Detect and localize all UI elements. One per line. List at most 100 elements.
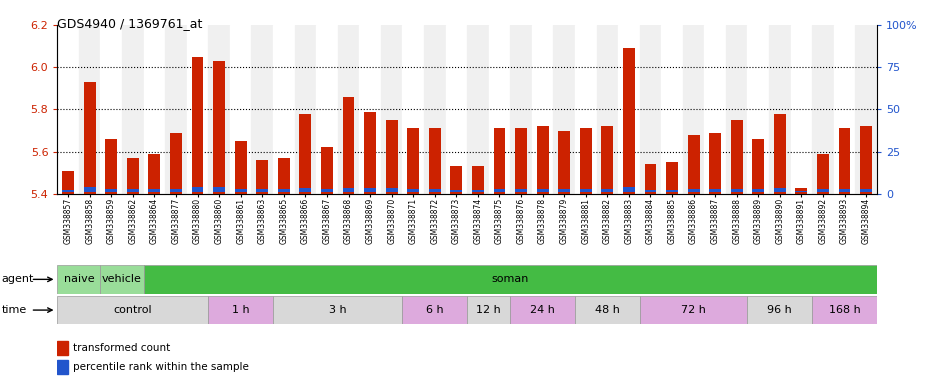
Bar: [57, 360, 68, 374]
Bar: [208, 296, 273, 324]
Bar: [300, 114, 312, 194]
Bar: [494, 129, 505, 194]
Text: soman: soman: [491, 274, 529, 285]
Bar: [817, 154, 829, 194]
Bar: [839, 129, 850, 194]
Bar: [580, 189, 592, 192]
Bar: [645, 190, 657, 192]
Bar: [278, 158, 290, 194]
Bar: [191, 57, 204, 194]
Bar: [386, 120, 398, 194]
Text: 72 h: 72 h: [681, 305, 706, 315]
Bar: [640, 296, 747, 324]
Bar: [62, 190, 74, 192]
Bar: [467, 25, 488, 194]
Bar: [450, 167, 462, 194]
Text: percentile rank within the sample: percentile rank within the sample: [73, 362, 249, 372]
Bar: [122, 25, 143, 194]
Bar: [143, 265, 877, 294]
Bar: [252, 25, 273, 194]
Bar: [472, 167, 484, 194]
Bar: [321, 147, 333, 194]
Bar: [791, 25, 812, 194]
Bar: [208, 25, 230, 194]
Bar: [559, 131, 570, 194]
Bar: [709, 189, 722, 192]
Bar: [187, 25, 208, 194]
Text: 6 h: 6 h: [426, 305, 444, 315]
Bar: [101, 265, 143, 294]
Bar: [213, 61, 225, 194]
Bar: [536, 189, 549, 192]
Bar: [511, 296, 575, 324]
Bar: [149, 154, 160, 194]
Text: 3 h: 3 h: [329, 305, 347, 315]
Bar: [101, 25, 122, 194]
Bar: [256, 189, 268, 192]
Bar: [618, 25, 640, 194]
Bar: [812, 25, 833, 194]
Bar: [597, 25, 618, 194]
Bar: [235, 189, 247, 192]
Bar: [316, 25, 338, 194]
Text: transformed count: transformed count: [73, 343, 170, 353]
Bar: [402, 296, 467, 324]
Bar: [472, 190, 484, 192]
Bar: [553, 25, 575, 194]
Text: naive: naive: [64, 274, 94, 285]
Bar: [623, 48, 635, 194]
Bar: [752, 189, 764, 192]
Bar: [601, 189, 613, 192]
Bar: [515, 129, 527, 194]
Bar: [515, 189, 527, 192]
Bar: [666, 190, 678, 192]
Bar: [342, 97, 354, 194]
Bar: [143, 25, 166, 194]
Bar: [511, 25, 532, 194]
Bar: [256, 160, 268, 194]
Bar: [278, 189, 290, 192]
Bar: [446, 25, 467, 194]
Bar: [833, 25, 856, 194]
Bar: [235, 141, 247, 194]
Bar: [709, 133, 722, 194]
Bar: [407, 129, 419, 194]
Text: 168 h: 168 h: [829, 305, 860, 315]
Bar: [731, 120, 743, 194]
Bar: [273, 25, 294, 194]
Bar: [661, 25, 683, 194]
Bar: [364, 112, 376, 194]
Bar: [774, 188, 785, 192]
Text: time: time: [2, 305, 27, 315]
Bar: [386, 188, 398, 192]
Bar: [166, 25, 187, 194]
Bar: [640, 25, 661, 194]
Bar: [860, 126, 872, 194]
Bar: [57, 341, 68, 355]
Bar: [532, 25, 553, 194]
Bar: [429, 129, 440, 194]
Bar: [839, 189, 850, 192]
Bar: [731, 189, 743, 192]
Bar: [364, 188, 376, 192]
Bar: [817, 189, 829, 192]
Bar: [856, 25, 877, 194]
Bar: [62, 171, 74, 194]
Bar: [191, 187, 204, 192]
Bar: [687, 189, 699, 192]
Bar: [536, 126, 549, 194]
Bar: [666, 162, 678, 194]
Bar: [127, 189, 139, 192]
Bar: [769, 25, 791, 194]
Bar: [321, 189, 333, 192]
Bar: [623, 187, 635, 192]
Bar: [752, 139, 764, 194]
Bar: [300, 188, 312, 192]
Bar: [294, 25, 316, 194]
Bar: [488, 25, 511, 194]
Bar: [796, 188, 808, 194]
Bar: [860, 189, 872, 192]
Text: 48 h: 48 h: [595, 305, 620, 315]
Bar: [687, 135, 699, 194]
Bar: [559, 189, 570, 192]
